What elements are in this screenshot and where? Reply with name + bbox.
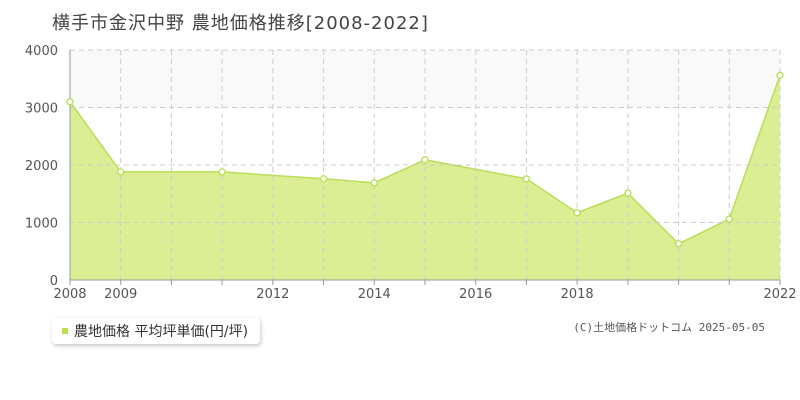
y-tick-label: 3000	[25, 102, 58, 117]
y-tick-label: 4000	[25, 44, 58, 59]
y-tick-label: 0	[50, 274, 58, 289]
data-point	[522, 175, 531, 183]
x-tick-label: 2008	[53, 287, 86, 302]
data-point	[370, 179, 378, 187]
data-point	[776, 71, 784, 79]
data-point	[421, 156, 429, 164]
data-point	[674, 240, 683, 248]
data-point	[218, 168, 226, 176]
x-tick-label: 2014	[358, 287, 391, 302]
x-tick-label: 2016	[459, 287, 492, 302]
x-tick-label: 2012	[256, 287, 289, 302]
legend: 農地価格 平均坪単価(円/坪)	[52, 318, 261, 344]
y-tick-label: 1000	[25, 217, 58, 232]
legend-label: 農地価格 平均坪単価(円/坪)	[74, 324, 249, 340]
x-tick-label: 2022	[763, 287, 796, 302]
data-point	[624, 189, 632, 197]
legend-swatch	[62, 328, 68, 334]
data-point	[319, 175, 328, 183]
x-tick-label: 2009	[104, 287, 137, 302]
data-point	[66, 98, 74, 106]
copyright-text: (C)土地価格ドットコム 2025-05-05	[573, 321, 765, 334]
chart-title: 横手市金沢中野 農地価格推移[2008-2022]	[52, 13, 429, 34]
y-tick-label: 2000	[25, 159, 58, 174]
data-point	[573, 209, 581, 217]
data-point	[725, 215, 733, 223]
x-tick-label: 2018	[561, 287, 594, 302]
data-point	[117, 168, 125, 176]
